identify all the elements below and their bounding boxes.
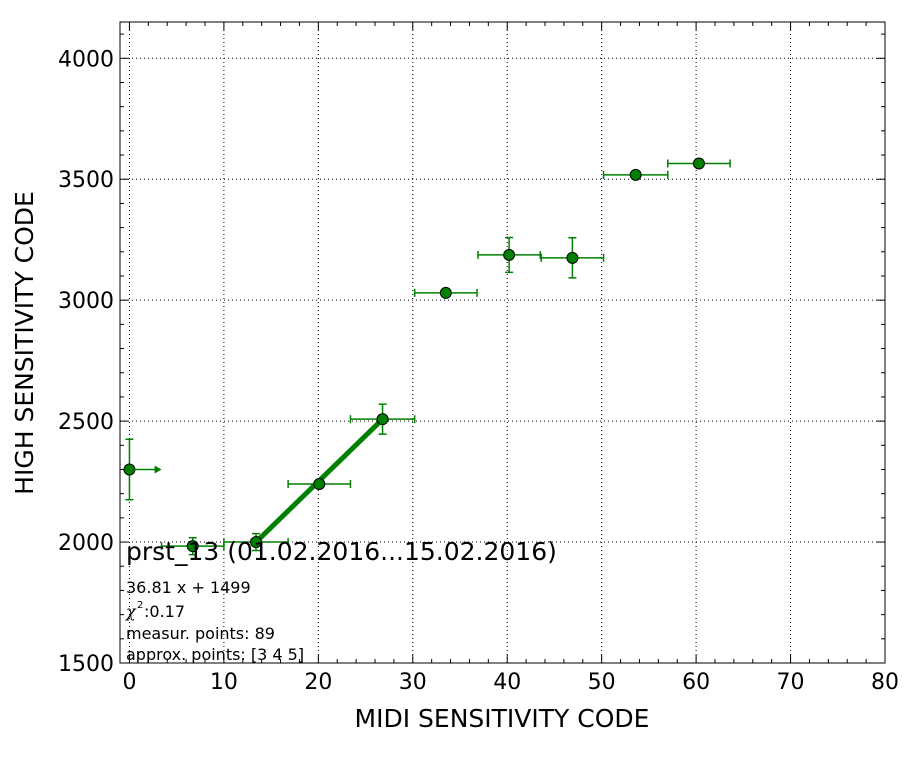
x-tick-label: 40 <box>493 670 521 695</box>
plot-frame <box>119 21 886 664</box>
y-axis-label: HIGH SENSITIVITY CODE <box>10 191 39 495</box>
y-tick-label: 3500 <box>58 168 114 193</box>
data-point <box>223 532 289 552</box>
data-point <box>540 237 605 279</box>
annotation-approx-points: approx. points: [3 4 5] <box>126 645 304 664</box>
y-tick-label: 4000 <box>58 47 114 72</box>
point-marker <box>313 478 326 491</box>
point-marker <box>566 251 579 264</box>
axis-ticks <box>120 22 886 664</box>
y-tick-label: 2500 <box>58 410 114 435</box>
data-point <box>349 403 416 435</box>
chi-value: :0.17 <box>144 602 185 621</box>
annotation-measur-points: measur. points: 89 <box>126 624 275 643</box>
data-point <box>160 536 225 556</box>
chi-symbol: χ <box>125 602 137 621</box>
x-tick-label: 10 <box>210 670 238 695</box>
x-tick-label: 60 <box>682 670 710 695</box>
point-marker <box>250 536 262 549</box>
data-points-layer <box>123 157 731 556</box>
y-tick-labels: 1500 2000 2500 3000 3500 4000 <box>58 47 114 677</box>
data-point <box>477 236 542 274</box>
arrow-head <box>154 465 162 474</box>
y-tick-label: 3000 <box>58 289 114 314</box>
point-marker <box>439 286 452 299</box>
point-marker <box>503 248 516 261</box>
point-marker <box>376 413 389 426</box>
annotation-equation: 36.81 x + 1499 <box>126 578 251 597</box>
data-point <box>287 478 352 491</box>
data-point <box>602 168 669 181</box>
data-point <box>667 157 731 170</box>
x-tick-label: 70 <box>777 670 805 695</box>
x-axis-label: MIDI SENSITIVITY CODE <box>355 704 650 733</box>
point-marker <box>692 157 705 170</box>
x-tick-label: 20 <box>304 670 332 695</box>
data-point <box>413 286 478 299</box>
chi-superscript: 2 <box>137 600 143 611</box>
y-tick-label: 2000 <box>58 531 114 556</box>
annotation-title: prst_13 (01.02.2016...15.02.2016) <box>126 537 557 566</box>
x-tick-label: 0 <box>122 670 136 695</box>
y-tick-label: 1500 <box>58 652 114 677</box>
x-tick-labels: 0 10 20 30 40 50 60 70 80 <box>122 670 899 695</box>
lower-limit-arrow <box>129 465 162 474</box>
grid-lines <box>120 22 885 663</box>
annotation-chi-square: χ 2 :0.17 <box>125 600 185 621</box>
point-marker <box>629 168 642 181</box>
x-tick-label: 50 <box>588 670 616 695</box>
x-tick-label: 80 <box>871 670 899 695</box>
point-marker <box>186 540 199 553</box>
x-tick-label: 30 <box>399 670 427 695</box>
